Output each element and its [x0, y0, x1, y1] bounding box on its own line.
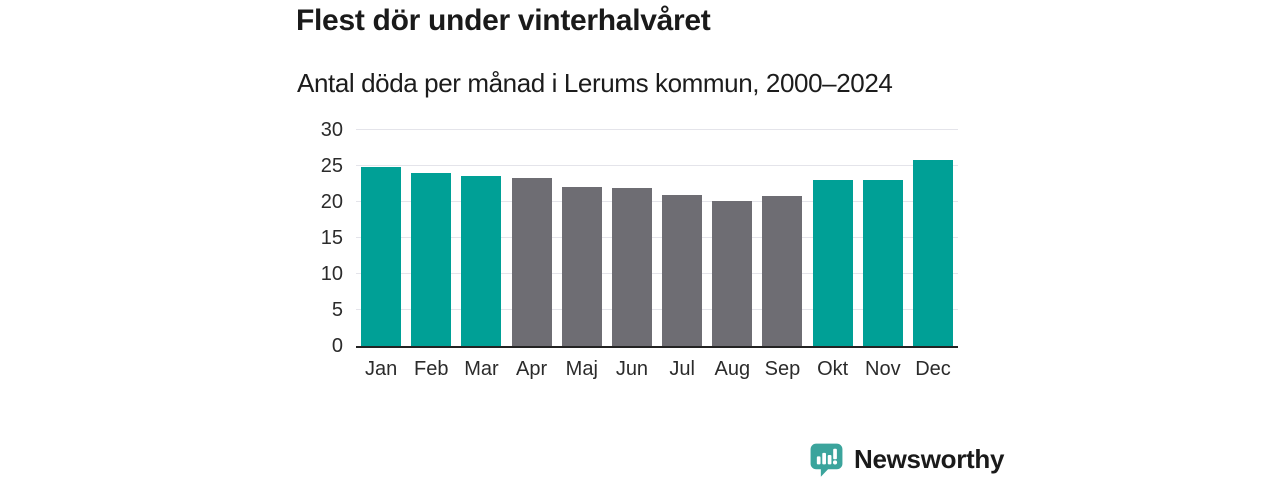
- y-tick-label-20: 20: [320, 191, 343, 214]
- bar-sep: [762, 196, 803, 346]
- bar-jan: [361, 166, 402, 346]
- bar-band-feb: [406, 130, 456, 346]
- bar-maj: [561, 186, 602, 346]
- bar-band-maj: [557, 130, 607, 346]
- y-tick-label-15: 15: [320, 227, 343, 249]
- bar-band-mar: [456, 130, 506, 346]
- bar-band-jan: [356, 130, 406, 346]
- newsworthy-logo-text: Newsworthy: [854, 444, 1005, 474]
- x-tick-label-sep: Sep: [764, 358, 801, 380]
- x-tick-label-feb: Feb: [414, 358, 449, 380]
- bar-jul: [662, 194, 703, 346]
- x-tick-label-aug: Aug: [714, 358, 751, 380]
- y-tick-label-5: 5: [331, 299, 343, 322]
- bar-band-okt: [808, 130, 858, 346]
- bars-row: [356, 130, 958, 346]
- bar-nov: [862, 180, 903, 346]
- gridline-5: [356, 309, 958, 311]
- bar-band-nov: [858, 130, 908, 346]
- bar-band-sep: [757, 130, 807, 346]
- bar-okt: [812, 180, 853, 346]
- y-tick-label-25: 25: [320, 155, 343, 177]
- x-tick-label-jan: Jan: [364, 358, 398, 380]
- newsworthy-logo: Newsworthy: [808, 441, 1004, 478]
- chart-title: Flest dör under vinterhalvåret: [296, 4, 711, 37]
- bar-aug: [712, 200, 753, 346]
- x-tick-label-dec: Dec: [915, 358, 951, 380]
- x-tick-label-maj: Maj: [565, 358, 598, 380]
- bar-apr: [511, 177, 552, 346]
- x-tick-label-nov: Nov: [865, 358, 901, 380]
- x-tick-label-jun: Jun: [615, 358, 649, 380]
- bar-dec: [912, 160, 953, 346]
- bar-band-jul: [657, 130, 707, 346]
- bar-jun: [611, 187, 652, 346]
- x-tick-label-apr: Apr: [516, 358, 548, 380]
- bar-band-jun: [607, 130, 657, 346]
- chart-subtitle: Antal döda per månad i Lerums kommun, 20…: [297, 68, 893, 98]
- plot-area: Jan Feb Mar Apr Maj Jun Jul Aug Sep Okt Nov Dec 0 5 1…: [321, 120, 958, 380]
- x-tick-label-mar: Mar: [464, 358, 499, 380]
- gridline-15: [356, 237, 958, 238]
- x-tick-label-jul: Jul: [669, 358, 695, 380]
- bar-band-apr: [507, 130, 557, 346]
- x-axis-labels: Jan Feb Mar Apr Maj Jun Jul Aug Sep Okt Nov Dec: [356, 358, 958, 381]
- bar-mar: [461, 176, 502, 346]
- y-tick-label-30: 30: [320, 119, 343, 141]
- bar-band-aug: [707, 130, 757, 346]
- bar-feb: [411, 173, 452, 346]
- bar-band-dec: [908, 130, 958, 346]
- y-tick-label-10: 10: [320, 263, 343, 286]
- newsworthy-chart-bubble-icon: [810, 443, 843, 477]
- x-tick-label-okt: Okt: [817, 358, 849, 380]
- gridline-25: [356, 165, 958, 166]
- gridline-10: [356, 273, 958, 275]
- gridline-30: [356, 129, 958, 130]
- y-tick-label-0: 0: [331, 335, 343, 357]
- gridline-20: [356, 201, 958, 203]
